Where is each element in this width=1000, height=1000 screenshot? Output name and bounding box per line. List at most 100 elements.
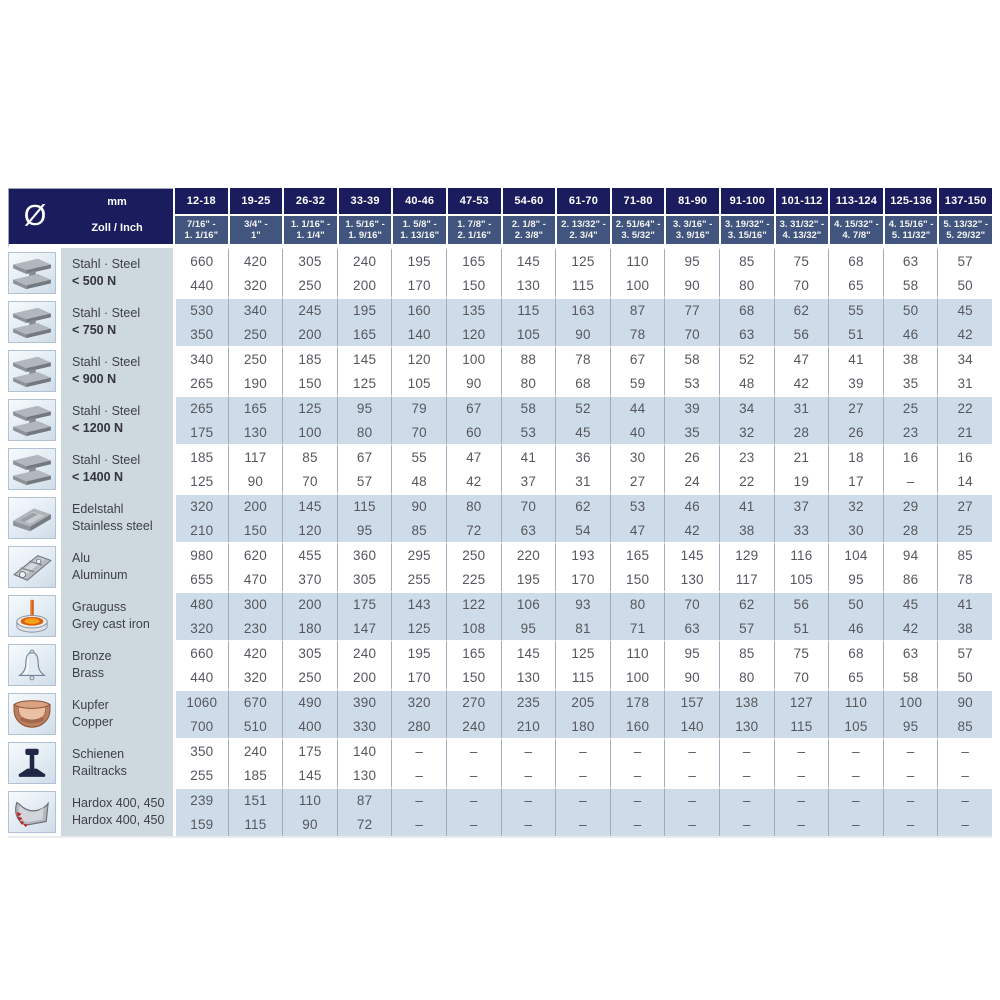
value-top: – xyxy=(961,793,970,809)
value-bottom: 170 xyxy=(571,571,595,587)
value-bottom: 250 xyxy=(243,326,267,342)
value-top: 205 xyxy=(571,695,595,711)
mm-range: 71-80 xyxy=(611,188,665,214)
value-bottom: 17 xyxy=(848,473,864,489)
value-cell: 93 81 xyxy=(555,591,610,640)
value-bottom: 85 xyxy=(957,718,973,734)
inch-range: 2. 51/64" -3. 5/32" xyxy=(611,216,665,244)
value-top: 235 xyxy=(516,695,540,711)
value-top: 85 xyxy=(739,646,755,662)
value-top: 165 xyxy=(462,254,486,270)
mm-range: 47-53 xyxy=(447,188,501,214)
material-icon-cell xyxy=(8,542,58,591)
value-bottom: 42 xyxy=(466,473,482,489)
value-cell: 165 150 xyxy=(445,640,501,689)
value-bottom: 105 xyxy=(407,375,431,391)
value-cell: 52 48 xyxy=(718,346,774,395)
value-cell: 87 72 xyxy=(336,787,392,836)
material-icon-cell xyxy=(8,395,58,444)
value-top: 340 xyxy=(190,352,214,368)
value-cell: 62 57 xyxy=(718,591,774,640)
value-cell: 175 145 xyxy=(282,738,337,787)
value-top: 270 xyxy=(462,695,486,711)
value-bottom: 255 xyxy=(190,767,214,783)
value-bottom: 51 xyxy=(848,326,864,342)
material-name: Stahl · Steel xyxy=(72,306,141,321)
inch-range: 4. 15/16" -5. 11/32" xyxy=(884,216,938,244)
value-cell: 95 90 xyxy=(664,248,719,297)
value-cell: 100 95 xyxy=(882,689,938,738)
material-label: Stahl · Steel < 1200 N xyxy=(58,395,173,444)
value-cell: 29 28 xyxy=(882,493,938,542)
value-bottom: 70 xyxy=(793,669,810,685)
value-cell: 135 120 xyxy=(445,297,501,346)
value-top: – xyxy=(633,793,642,809)
value-cell: 340 250 xyxy=(227,297,283,346)
value-top: 390 xyxy=(353,695,377,711)
value-bottom: 250 xyxy=(298,277,322,293)
inch-range-line2: 1. 13/16" xyxy=(400,230,440,241)
material-name: Alu xyxy=(72,551,91,566)
value-top: 37 xyxy=(793,499,810,515)
material-grade: Railtracks xyxy=(72,763,127,778)
value-top: 110 xyxy=(298,793,322,809)
value-cell: 95 80 xyxy=(336,395,392,444)
value-cell: 145 130 xyxy=(664,542,719,591)
value-bottom: 81 xyxy=(575,620,591,636)
value-cell: 110 100 xyxy=(609,640,665,689)
value-top: 50 xyxy=(848,597,864,613)
value-bottom: 350 xyxy=(190,326,214,342)
value-bottom: 140 xyxy=(680,718,704,734)
value-top: 340 xyxy=(243,303,267,319)
value-bottom: 51 xyxy=(793,620,810,636)
value-cell: 58 53 xyxy=(500,395,556,444)
value-top: 490 xyxy=(298,695,322,711)
value-cell: 39 35 xyxy=(664,395,719,444)
value-cell: 340 265 xyxy=(173,346,228,395)
value-bottom: 70 xyxy=(684,326,700,342)
material-grade: < 900 N xyxy=(72,371,117,386)
value-top: 117 xyxy=(244,450,267,466)
value-cell: 320 210 xyxy=(173,493,228,542)
value-bottom: 105 xyxy=(789,571,813,587)
value-cell: 360 305 xyxy=(336,542,392,591)
value-top: 47 xyxy=(793,352,810,368)
value-cell: 58 53 xyxy=(664,346,719,395)
value-bottom: 14 xyxy=(957,473,973,489)
value-bottom: 33 xyxy=(793,522,810,538)
value-cell: 116 105 xyxy=(773,542,829,591)
inch-range-line1: 4. 15/32" - xyxy=(834,218,879,230)
value-top: 67 xyxy=(466,401,482,417)
value-cell: 129 117 xyxy=(718,542,774,591)
inch-range: 2. 13/32" -2. 3/4" xyxy=(557,216,610,244)
header-divider xyxy=(557,214,610,216)
value-top: 29 xyxy=(902,499,919,515)
value-top: 34 xyxy=(957,352,973,368)
value-bottom: – xyxy=(742,767,751,783)
value-top: 240 xyxy=(353,254,377,270)
material-icon-cell xyxy=(8,738,58,787)
inch-range-line1: 1. 5/8" - xyxy=(402,218,437,230)
value-cell: 140 130 xyxy=(336,738,392,787)
value-cell: – – xyxy=(500,787,556,836)
material-grade: Grey cast iron xyxy=(72,616,150,631)
inch-range-line2: 3. 9/16" xyxy=(675,230,710,241)
value-cell: – – xyxy=(664,738,719,787)
value-bottom: 165 xyxy=(353,326,377,342)
value-cell: 157 140 xyxy=(664,689,719,738)
value-top: 70 xyxy=(684,597,700,613)
value-top: 305 xyxy=(298,254,322,270)
inch-range-line1: 1. 7/8" - xyxy=(457,218,492,230)
value-bottom: 90 xyxy=(247,473,264,489)
i-beam-icon xyxy=(8,300,56,343)
value-cell: 138 130 xyxy=(718,689,774,738)
value-cell: – – xyxy=(391,738,446,787)
value-top: 39 xyxy=(684,401,700,417)
value-bottom: 31 xyxy=(957,375,973,391)
value-cell: 185 125 xyxy=(173,444,228,493)
mm-range: 26-32 xyxy=(284,188,337,214)
value-cell: 95 90 xyxy=(664,640,719,689)
value-cell: 87 78 xyxy=(609,297,665,346)
value-bottom: – xyxy=(633,767,642,783)
value-top: 85 xyxy=(302,450,318,466)
